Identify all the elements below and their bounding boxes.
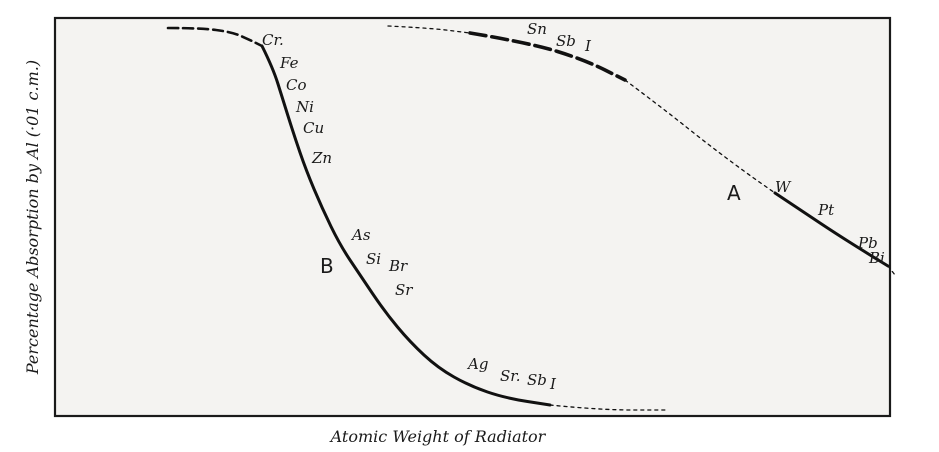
plot-frame: [53, 16, 892, 418]
element-label-a-5: Pb: [857, 234, 878, 252]
element-label-a-0: Sn: [527, 20, 547, 38]
element-label-b-0: Cr.: [262, 31, 284, 49]
element-label-a-2: I: [584, 37, 592, 55]
element-label-b-6: As: [350, 226, 371, 244]
element-label-b-2: Co: [286, 76, 307, 94]
curve-label-b: B: [320, 254, 334, 278]
element-label-b-11: Sr.: [500, 367, 521, 385]
element-label-b-3: Ni: [295, 98, 314, 116]
curve-a-dashed: [468, 31, 627, 82]
curve-b-solid: [260, 44, 552, 407]
element-label-b-9: Sr: [395, 281, 413, 299]
element-label-b-1: Fe: [279, 54, 299, 72]
element-label-b-12: Sb: [527, 371, 547, 389]
element-label-b-7: Si: [366, 250, 381, 268]
element-label-a-1: Sb: [556, 32, 576, 50]
element-label-b-5: Zn: [311, 149, 332, 167]
element-label-b-8: Br: [388, 257, 408, 275]
curve-b-dashed: [166, 26, 264, 48]
curve-a-solid: [773, 191, 890, 268]
x-axis-label: Atomic Weight of Radiator: [329, 427, 547, 446]
element-label-a-4: Pt: [817, 201, 835, 219]
curve-label-a: A: [727, 181, 741, 205]
curve-a-dotted-mid: [624, 79, 776, 194]
curve-b-dotted-tail: [549, 404, 666, 411]
element-label-b-4: Cu: [303, 119, 324, 137]
element-label-b-13: I: [549, 375, 557, 393]
curve-a-dotted-tail: [887, 265, 896, 276]
plot-area-fill: [55, 18, 890, 416]
element-label-b-10: Ag: [466, 355, 488, 373]
curve-a-dotted-head: [387, 25, 471, 34]
element-label-a-3: W: [775, 178, 792, 196]
y-axis-label: Percentage Absorption by Al (·01 c.m.): [23, 60, 42, 375]
element-label-a-6: Bi: [868, 249, 885, 267]
curves-layer: [166, 25, 896, 411]
